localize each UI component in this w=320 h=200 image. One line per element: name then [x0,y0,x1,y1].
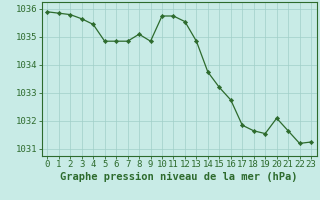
X-axis label: Graphe pression niveau de la mer (hPa): Graphe pression niveau de la mer (hPa) [60,172,298,182]
